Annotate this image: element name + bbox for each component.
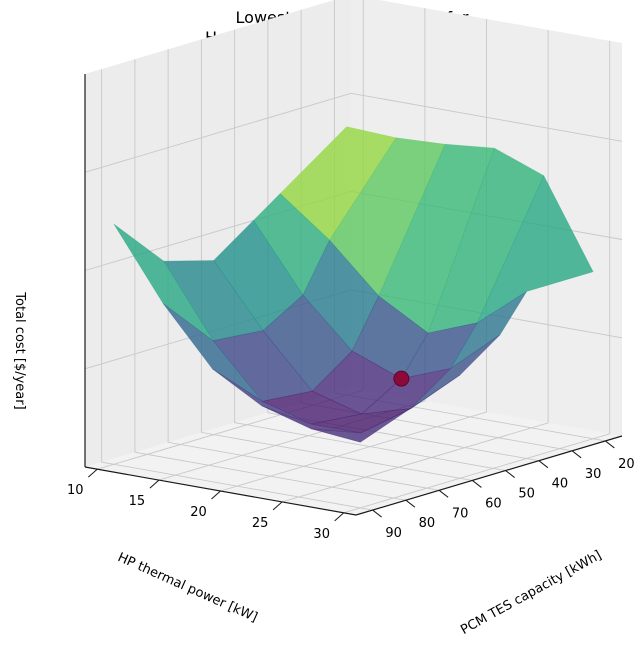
y-grid-line bbox=[234, 29, 506, 472]
y-tick-label: 70 bbox=[452, 506, 469, 521]
y-tick bbox=[405, 499, 416, 508]
y-grid-line bbox=[200, 39, 473, 481]
x-grid-line bbox=[281, 29, 549, 503]
x-tick-label: 10 bbox=[67, 483, 84, 498]
tick-marks: 10 15 20 25 30 20 30 40 50 60 70 80 90 bbox=[67, 440, 635, 542]
y-tick bbox=[538, 460, 549, 469]
surface-mesh bbox=[113, 126, 594, 443]
x-tick bbox=[149, 479, 160, 489]
y-tick bbox=[605, 440, 615, 449]
y-grid-line bbox=[167, 49, 440, 491]
x-tick-label: 30 bbox=[313, 527, 330, 542]
y-tick-label: 40 bbox=[552, 477, 569, 492]
y-grid-line bbox=[134, 59, 406, 501]
surface-patch bbox=[310, 408, 411, 443]
z-axis-label: Total cost [$/year] bbox=[12, 291, 27, 409]
y-grid-line bbox=[267, 19, 539, 462]
x-tick-label: 25 bbox=[252, 516, 269, 531]
z-grid-line bbox=[84, 92, 623, 173]
y-tick bbox=[571, 450, 582, 459]
y-tick-label: 80 bbox=[419, 516, 436, 531]
y-tick bbox=[472, 480, 482, 488]
x-tick bbox=[272, 501, 283, 511]
grid-lines bbox=[84, 0, 623, 514]
x-tick bbox=[211, 490, 221, 500]
x-tick-label: 15 bbox=[129, 494, 146, 509]
y-axis-line bbox=[355, 435, 623, 516]
x-tick bbox=[87, 468, 98, 478]
y-axis-label: PCM TES capacity [kWh] bbox=[458, 548, 604, 638]
y-tick bbox=[372, 509, 382, 518]
x-axis-label: HP thermal power [kW] bbox=[115, 550, 259, 625]
x-tick bbox=[334, 512, 345, 522]
x-grid-line bbox=[343, 40, 611, 514]
y-tick bbox=[438, 489, 449, 498]
minimum-marker-group bbox=[393, 370, 410, 387]
y-grid-line bbox=[101, 69, 373, 511]
y-tick-label: 30 bbox=[585, 467, 602, 482]
y-tick-label: 60 bbox=[485, 496, 502, 511]
x-grid-line bbox=[158, 8, 426, 481]
x-tick-label: 20 bbox=[190, 505, 207, 520]
y-tick-label: 20 bbox=[618, 457, 635, 472]
minimum-point bbox=[393, 370, 410, 387]
y-tick-label: 90 bbox=[385, 526, 402, 541]
y-tick bbox=[505, 470, 515, 478]
y-tick-label: 50 bbox=[518, 487, 535, 502]
